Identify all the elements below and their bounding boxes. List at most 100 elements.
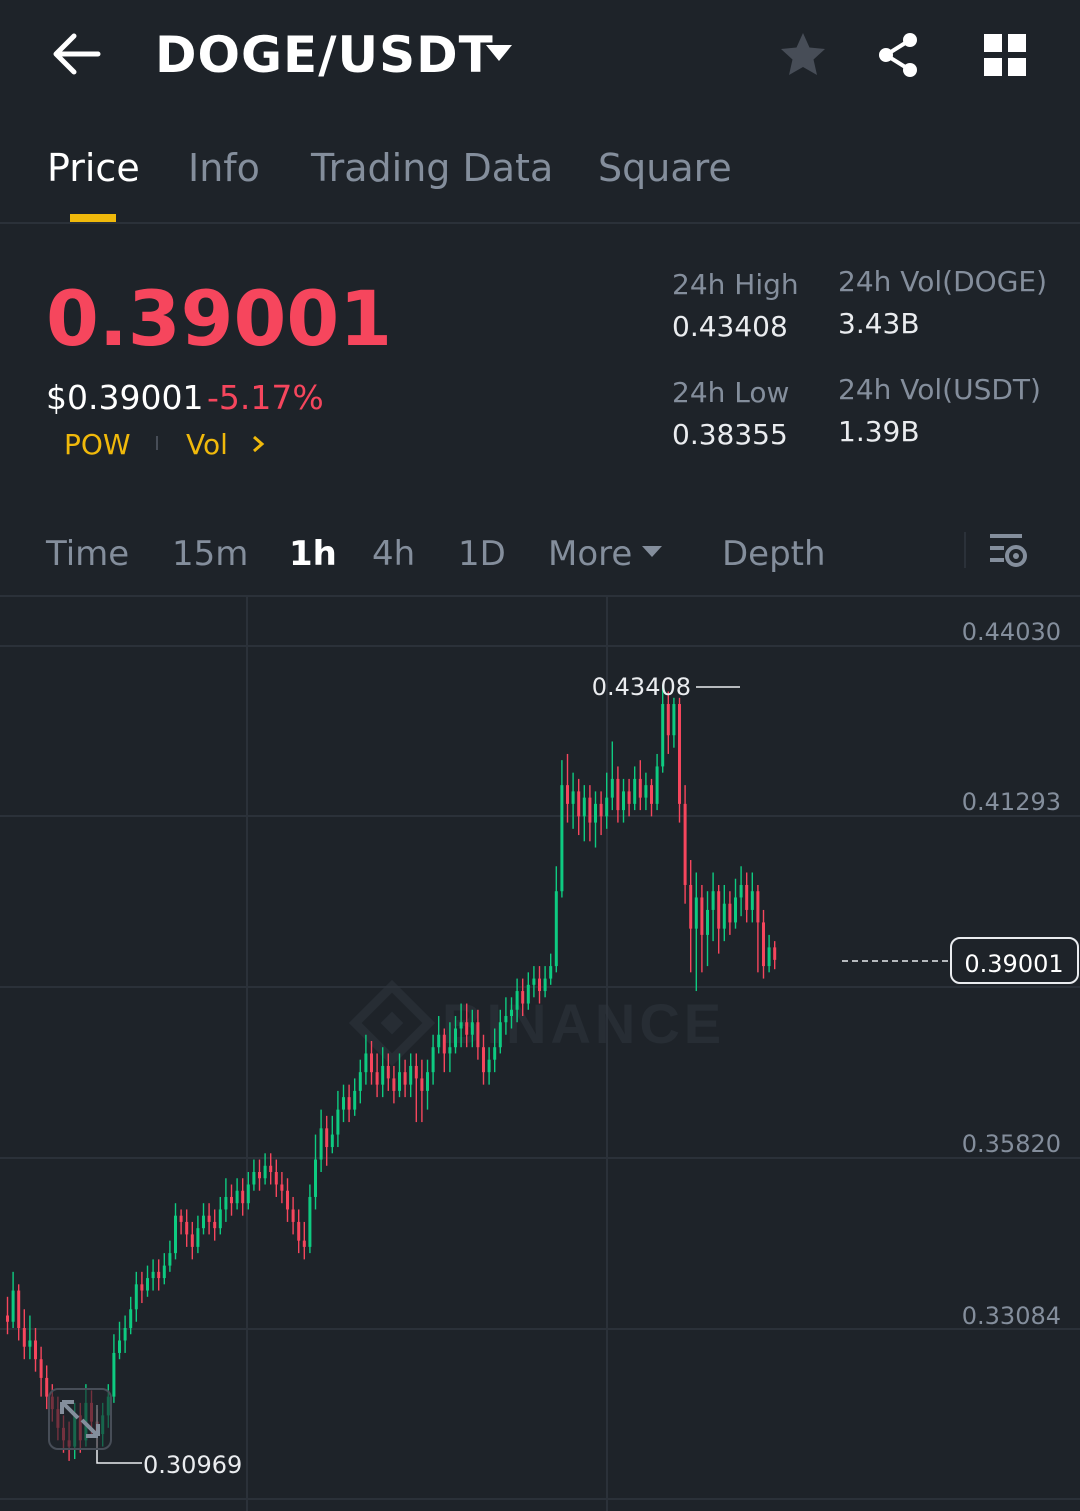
candle-body <box>230 1196 233 1204</box>
price-change-percent: -5.17% <box>207 378 324 417</box>
candle-body <box>157 1271 161 1279</box>
candle-body <box>325 1128 329 1148</box>
candle-body <box>168 1253 172 1266</box>
back-arrow-icon[interactable] <box>50 30 102 78</box>
star-icon[interactable] <box>778 30 828 80</box>
candle-body <box>627 791 631 804</box>
candle-body <box>235 1190 239 1204</box>
candle-body <box>666 704 670 736</box>
candle-body <box>162 1265 166 1279</box>
candle-body <box>179 1215 183 1222</box>
candle-body <box>633 778 637 804</box>
interval-time[interactable]: Time <box>46 534 130 574</box>
candle-body <box>437 1034 441 1048</box>
candle-body <box>274 1172 278 1185</box>
chevron-right-icon[interactable] <box>250 434 266 454</box>
candle-body <box>258 1172 261 1179</box>
candle-body <box>554 891 558 967</box>
chart-settings-icon[interactable] <box>986 530 1030 572</box>
y-axis-label: 0.44030 <box>962 618 1061 646</box>
y-axis-label: 0.41293 <box>962 788 1061 816</box>
chevron-down-icon[interactable] <box>484 43 514 63</box>
candlestick-chart[interactable]: BINANCE 0.44030 0.41293 0.35820 0.33084 … <box>0 597 1080 1511</box>
stat-low-label: 24h Low <box>672 376 790 409</box>
grid-icon[interactable] <box>982 32 1028 78</box>
y-axis-label: 0.33084 <box>962 1302 1061 1330</box>
candle-body <box>661 704 665 767</box>
candle-body <box>319 1128 323 1160</box>
candle-body <box>560 785 564 892</box>
candle-body <box>610 778 614 798</box>
candle-body <box>302 1240 306 1247</box>
chart-grid <box>0 597 1080 1511</box>
candle-body <box>650 785 653 804</box>
stat-vol-usdt-label: 24h Vol(USDT) <box>838 373 1041 406</box>
candle-body <box>465 1022 469 1035</box>
candle-body <box>493 1047 497 1060</box>
candle-body <box>336 1109 340 1135</box>
interval-more[interactable]: More <box>548 534 633 574</box>
candle-body <box>6 1315 9 1322</box>
candle-body <box>398 1072 401 1091</box>
candle-body <box>767 947 771 967</box>
low-marker-label: 0.30969 <box>143 1451 242 1479</box>
fullscreen-button[interactable] <box>48 1388 112 1450</box>
tab-price[interactable]: Price <box>47 146 140 190</box>
tab-info[interactable]: Info <box>188 146 260 190</box>
candle-body <box>622 791 625 811</box>
candle-body <box>414 1065 418 1079</box>
tag-vol[interactable]: Vol <box>186 428 228 461</box>
candle-body <box>549 966 553 979</box>
candle-body <box>543 978 547 992</box>
candle-body <box>442 1034 446 1054</box>
interval-1d[interactable]: 1D <box>458 534 506 574</box>
candle-body <box>734 897 737 923</box>
candle-body <box>454 1028 457 1048</box>
candle-body <box>308 1196 312 1247</box>
candle-body <box>342 1097 345 1110</box>
tab-trading-data[interactable]: Trading Data <box>311 146 554 190</box>
stat-vol-doge-value: 3.43B <box>838 307 920 340</box>
candle-body <box>392 1078 396 1091</box>
candle-body <box>700 897 704 935</box>
candle-body <box>22 1328 26 1347</box>
candle-body <box>11 1290 15 1322</box>
candle-body <box>762 922 765 967</box>
candle-body <box>112 1352 116 1397</box>
candle-body <box>470 1022 474 1035</box>
candle-body <box>678 704 681 804</box>
active-tab-indicator <box>70 214 116 222</box>
candle-body <box>314 1159 317 1197</box>
candle-body <box>566 785 569 804</box>
candle-body <box>689 884 693 929</box>
tab-square[interactable]: Square <box>598 146 732 190</box>
candle-body <box>269 1165 273 1173</box>
stat-high-label: 24h High <box>672 268 799 301</box>
candle-body <box>347 1097 351 1110</box>
interval-1h[interactable]: 1h <box>289 534 337 574</box>
candle-body <box>17 1290 21 1329</box>
pair-title[interactable]: DOGE/USDT <box>155 26 494 84</box>
interval-4h[interactable]: 4h <box>372 534 416 574</box>
candle-body <box>246 1184 250 1204</box>
candle-body <box>515 991 519 1010</box>
stat-vol-usdt-value: 1.39B <box>838 415 920 448</box>
candle-body <box>381 1065 385 1085</box>
stat-low-value: 0.38355 <box>672 418 788 451</box>
chevron-down-icon[interactable] <box>640 544 664 558</box>
candle-body <box>448 1047 452 1054</box>
candle-body <box>717 891 721 929</box>
tag-pow[interactable]: POW <box>64 428 131 461</box>
candle-body <box>594 803 597 823</box>
candle-body <box>605 797 609 817</box>
stat-vol-doge-label: 24h Vol(DOGE) <box>838 265 1048 298</box>
share-icon[interactable] <box>874 30 924 80</box>
candle-body <box>487 1059 491 1073</box>
candle-body <box>773 947 777 960</box>
candle-body <box>711 891 715 910</box>
interval-15m[interactable]: 15m <box>172 534 249 574</box>
candle-body <box>599 803 603 817</box>
usd-price: $0.39001 <box>46 378 204 417</box>
interval-depth[interactable]: Depth <box>722 534 826 574</box>
candle-body <box>146 1278 149 1291</box>
